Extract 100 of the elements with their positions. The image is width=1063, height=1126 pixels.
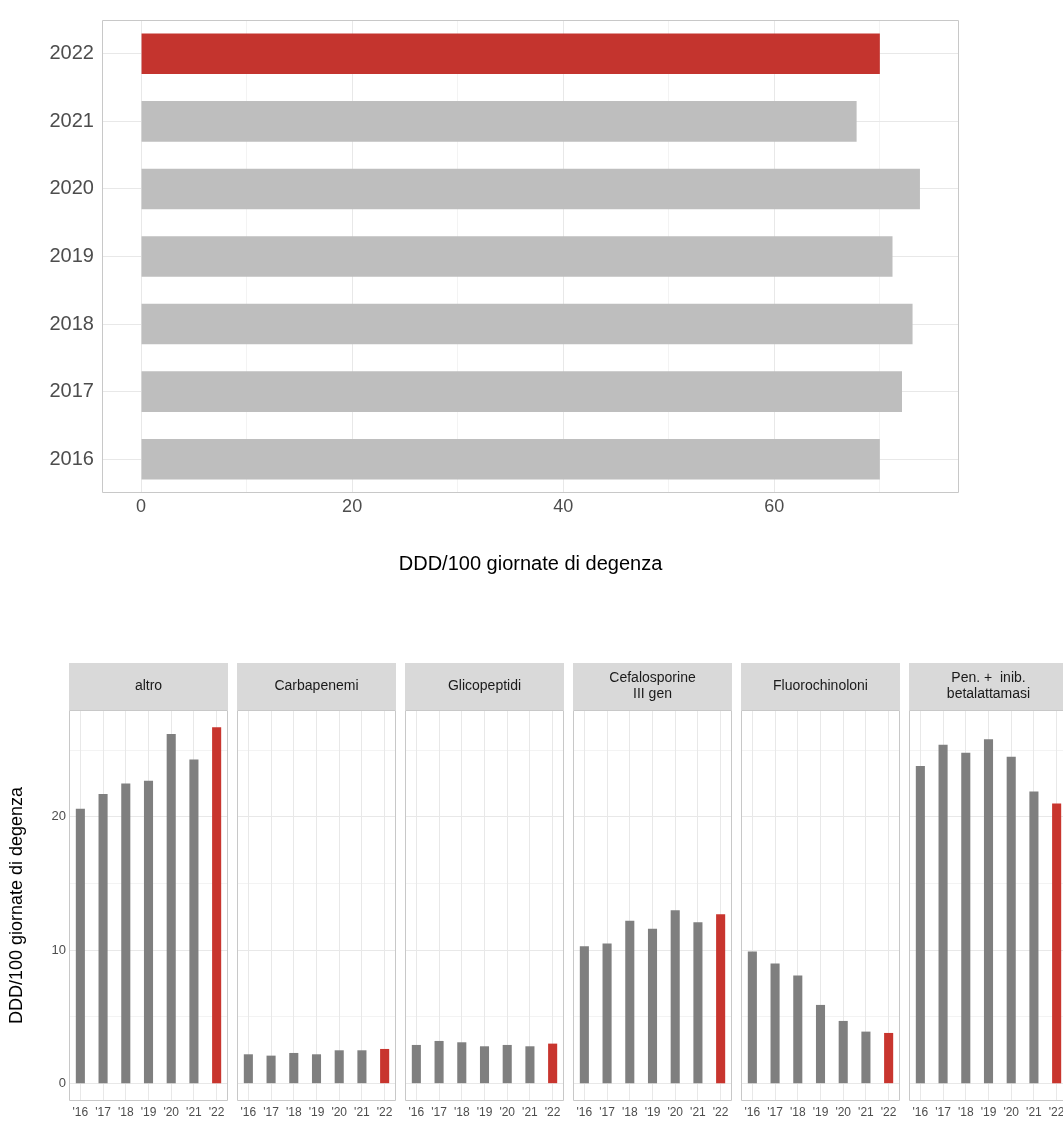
x-tick-label: '16 [744, 1104, 761, 1119]
x-tick-label: '20 [499, 1104, 516, 1119]
y-tick-label: 0 [58, 1075, 66, 1091]
x-tick-label: '20 [835, 1104, 852, 1119]
x-tick-label: '18 [789, 1104, 806, 1119]
x-tick-label: '20 [331, 1104, 348, 1119]
bar [189, 759, 199, 1084]
x-tick-label: '21 [186, 1104, 203, 1119]
bar [861, 1031, 871, 1084]
bar [266, 1055, 276, 1084]
x-tick-label: 0 [136, 495, 147, 516]
bar [670, 910, 680, 1084]
x-tick-label: '17 [95, 1104, 112, 1119]
x-tick-label: '17 [935, 1104, 952, 1119]
x-tick-label: '22 [880, 1104, 897, 1119]
x-tick-label: '19 [980, 1104, 997, 1119]
bar [1029, 791, 1039, 1084]
chart-title: altro [134, 677, 163, 694]
x-tick-label: '16 [408, 1104, 425, 1119]
x-tick-label: '22 [1048, 1104, 1063, 1119]
bar [983, 739, 994, 1084]
y-tick-label: 2020 [49, 176, 94, 199]
bar [141, 168, 920, 210]
bar [884, 1032, 894, 1084]
chart-title: Pen. + inib. betalattamasi [946, 669, 1031, 702]
y-tick-label: 10 [51, 941, 66, 957]
x-axis-title: DDD/100 giornate di degenza [398, 551, 664, 574]
x-tick-label: '20 [667, 1104, 684, 1119]
chart-title: Carbapenemi [274, 677, 359, 694]
x-tick-label: '16 [72, 1104, 89, 1119]
bar [143, 780, 154, 1084]
x-tick-label: '18 [621, 1104, 638, 1119]
x-tick-label: '19 [308, 1104, 325, 1119]
x-tick-label: 60 [764, 495, 785, 516]
y-tick-label: 2021 [49, 108, 94, 131]
y-tick-label: 20 [51, 808, 66, 824]
bar [141, 236, 893, 277]
x-tick-label: '21 [1026, 1104, 1043, 1119]
bar [75, 808, 85, 1084]
bar [212, 727, 222, 1084]
bar [1006, 756, 1016, 1084]
x-tick-label: '21 [522, 1104, 539, 1119]
x-tick-label: '22 [376, 1104, 393, 1119]
bar [793, 975, 803, 1084]
bar [815, 1004, 826, 1084]
x-tick-label: '22 [712, 1104, 729, 1119]
x-tick-label: '17 [599, 1104, 616, 1119]
x-tick-label: '16 [240, 1104, 257, 1119]
bar [166, 734, 176, 1084]
bar [243, 1054, 253, 1084]
bar [938, 744, 948, 1084]
bar [579, 946, 589, 1084]
x-tick-label: '16 [912, 1104, 929, 1119]
bar [141, 371, 903, 412]
y-tick-label: 2017 [49, 379, 94, 402]
bar [625, 920, 635, 1084]
y-axis-title: DDD/100 giornate di degenza [5, 785, 26, 1025]
bar [121, 783, 131, 1084]
bar [838, 1020, 848, 1084]
x-tick-label: '21 [354, 1104, 371, 1119]
bar [915, 766, 925, 1084]
y-tick-label: 2016 [49, 446, 94, 469]
bar [334, 1050, 344, 1084]
x-tick-label: 20 [342, 495, 363, 516]
bar [141, 438, 880, 480]
x-tick-label: '18 [453, 1104, 470, 1119]
x-tick-label: '22 [544, 1104, 561, 1119]
x-tick-label: '18 [285, 1104, 302, 1119]
y-tick-label: 2019 [49, 244, 94, 267]
x-tick-label: '16 [576, 1104, 593, 1119]
x-tick-label: '19 [812, 1104, 829, 1119]
bar [141, 303, 913, 345]
x-tick-label: 40 [553, 495, 574, 516]
chart-title: Glicopeptidi [447, 677, 522, 694]
y-tick-label: 2022 [49, 41, 94, 64]
x-tick-label: '18 [957, 1104, 974, 1119]
bar [747, 951, 757, 1084]
x-tick-label: '19 [476, 1104, 493, 1119]
bar [311, 1054, 322, 1084]
x-tick-label: '21 [690, 1104, 707, 1119]
bar [961, 752, 971, 1084]
x-tick-label: '17 [431, 1104, 448, 1119]
bar [141, 33, 880, 75]
bar [141, 101, 857, 142]
x-tick-label: '19 [140, 1104, 157, 1119]
x-tick-label: '22 [208, 1104, 225, 1119]
bar [770, 963, 780, 1084]
x-tick-label: '17 [767, 1104, 784, 1119]
bar [289, 1052, 299, 1084]
chart-title: Fluorochinoloni [773, 677, 868, 694]
bar [98, 794, 108, 1084]
x-tick-label: '19 [644, 1104, 661, 1119]
bar [380, 1048, 390, 1084]
bar [693, 922, 703, 1084]
x-tick-label: '17 [263, 1104, 280, 1119]
bar [602, 943, 612, 1084]
x-tick-label: '18 [117, 1104, 134, 1119]
bar [647, 928, 658, 1084]
bar [1052, 803, 1062, 1084]
bar [357, 1050, 367, 1084]
